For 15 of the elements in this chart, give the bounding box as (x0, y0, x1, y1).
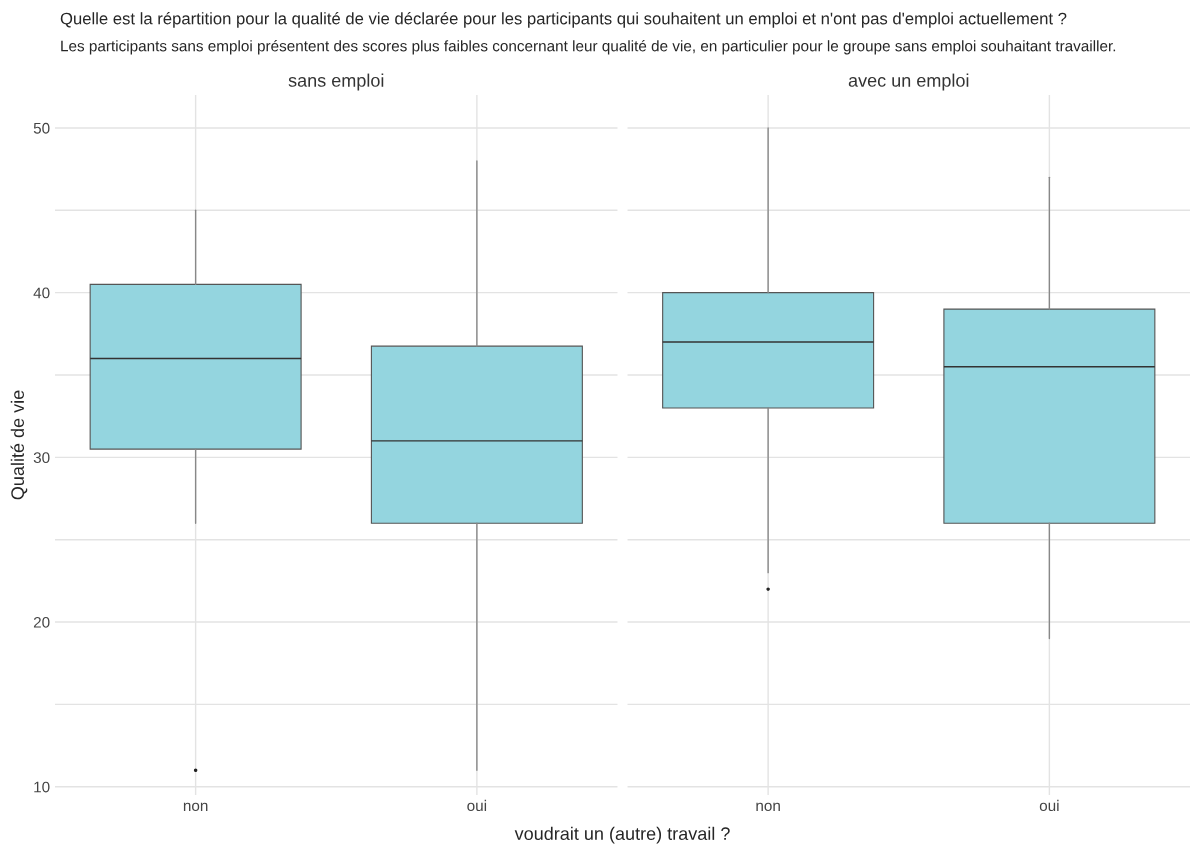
x-tick-label: oui (467, 799, 487, 812)
y-tick-label: 10 (34, 781, 50, 793)
y-tick-label: 30 (33, 452, 50, 464)
y-tick-label: 50 (33, 122, 50, 134)
x-tick-label: oui (1039, 799, 1059, 812)
source-note: Quelle est la répartition pour la qualité de vie déclarée pour les participants qui souhaitent un emploi et n'ont pas d'emploi actuellement ? (60, 12, 1067, 28)
chart-title: avec un emploi (848, 73, 969, 91)
chart-title: sans emploi (288, 73, 384, 91)
x-tick-label: non (183, 802, 208, 812)
y-axis-title: Qualité de vie (10, 390, 28, 500)
text: Les participants sans emploi présentent des scores plus faibles concernant leur qualité de vie, en particulier pour le groupe sans emploi souhaitant travailler. (61, 40, 1116, 55)
x-axis-title: voudrait un (autre) travail ? (514, 826, 730, 844)
x-tick-label: non (756, 802, 780, 812)
y-tick-label: 20 (33, 616, 50, 628)
y-tick-label: 40 (33, 287, 50, 299)
